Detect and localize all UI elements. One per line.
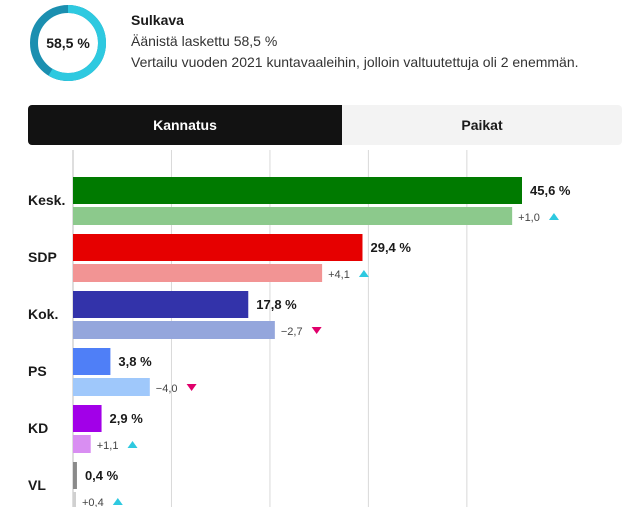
- change-down-icon: [186, 384, 197, 391]
- change-up-icon: [358, 270, 369, 277]
- change-label: +0,4: [82, 497, 104, 507]
- change-label: +4,1: [328, 269, 350, 281]
- bar-previous: [73, 492, 76, 507]
- change-up-icon: [112, 498, 123, 505]
- value-label: 45,6 %: [530, 183, 571, 198]
- gauge-fill: [30, 5, 106, 81]
- category-label: Kesk.: [28, 192, 65, 208]
- tab-paikat[interactable]: Paikat: [342, 105, 622, 145]
- view-tabs: Kannatus Paikat: [28, 105, 622, 145]
- change-down-icon: [311, 327, 322, 334]
- tab-kannatus[interactable]: Kannatus: [28, 105, 342, 145]
- result-info: Sulkava Äänistä laskettu 58,5 % Vertailu…: [131, 10, 579, 73]
- category-label: Kok.: [28, 306, 58, 322]
- change-label: −2,7: [281, 326, 303, 338]
- bar-previous: [73, 321, 275, 339]
- bar-current: [73, 177, 522, 204]
- bar-current: [73, 291, 249, 318]
- bar-current: [73, 462, 77, 489]
- category-label: PS: [28, 363, 47, 379]
- change-up-icon: [127, 441, 138, 448]
- comparison-text: Vertailu vuoden 2021 kuntavaaleihin, jol…: [131, 54, 579, 70]
- bar-previous: [73, 207, 513, 225]
- category-label: KD: [28, 420, 48, 436]
- category-label: VL: [28, 477, 46, 493]
- change-label: +1,1: [97, 440, 119, 452]
- category-label: SDP: [28, 249, 57, 265]
- change-label: −4,0: [156, 383, 178, 395]
- value-label: 3,8 %: [118, 354, 152, 369]
- bar-current: [73, 405, 102, 432]
- bar-previous: [73, 378, 150, 396]
- counted-gauge: [30, 5, 106, 81]
- change-label: +1,0: [518, 212, 540, 224]
- municipality-name: Sulkava: [131, 12, 184, 28]
- change-up-icon: [548, 213, 559, 220]
- value-label: 17,8 %: [256, 297, 297, 312]
- gauge-value: 58,5 %: [46, 35, 90, 51]
- bar-previous: [73, 435, 91, 453]
- bar-current: [73, 234, 363, 261]
- value-label: 29,4 %: [370, 240, 411, 255]
- bar-previous: [73, 264, 323, 282]
- value-label: 0,4 %: [85, 468, 119, 483]
- counted-text: Äänistä laskettu 58,5 %: [131, 33, 278, 49]
- bar-current: [73, 348, 111, 375]
- value-label: 2,9 %: [110, 411, 144, 426]
- support-bar-chart: Kesk. 45,6 % +1,0 SDP 29,4 % +4,1 Kok. 17,8 % −2…: [28, 150, 571, 507]
